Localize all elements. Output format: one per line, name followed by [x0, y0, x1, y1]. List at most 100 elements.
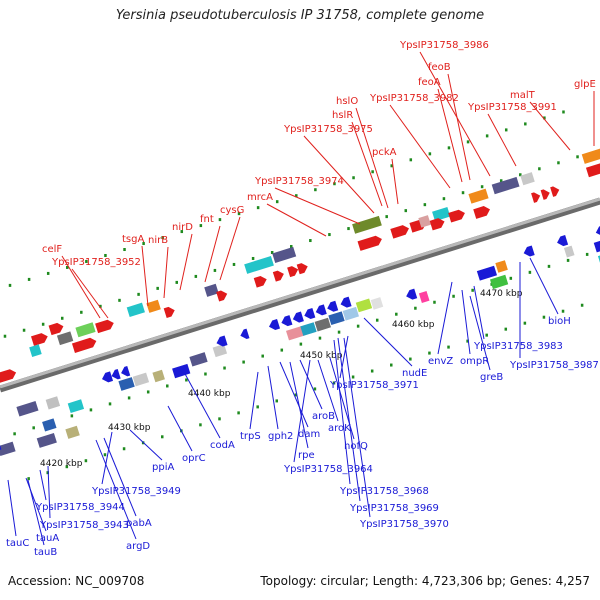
tick-dot	[204, 372, 207, 376]
gene-shape	[432, 206, 451, 222]
gene-label: tauB	[34, 547, 57, 558]
tick-dot	[332, 381, 336, 385]
map-title: Yersinia pseudotuberculosis IP 31758, co…	[115, 8, 485, 23]
gene-block	[29, 344, 42, 357]
leader-line	[167, 405, 193, 452]
tick-dot	[333, 182, 336, 186]
gene-shape	[473, 206, 490, 219]
gene-block	[56, 331, 74, 346]
gene-label: pabA	[126, 518, 152, 529]
tick-dot	[103, 453, 107, 457]
leader-line	[293, 359, 311, 463]
gene-block	[314, 317, 331, 332]
tick-dot	[390, 164, 393, 168]
gene-block	[287, 266, 299, 278]
tick-dot	[104, 253, 107, 257]
leader-line	[179, 233, 193, 291]
gene-label: trpS	[240, 431, 261, 442]
gene-block	[111, 368, 121, 380]
tick-dot	[166, 384, 169, 388]
gene-block	[118, 377, 135, 391]
gene-shape	[132, 372, 150, 387]
tick-dot	[275, 399, 279, 403]
gene-shape	[286, 326, 305, 341]
tick-dot	[213, 268, 217, 272]
tick-dot	[218, 218, 222, 222]
tick-dot	[122, 447, 126, 451]
gene-block	[418, 215, 431, 228]
gene-label: cysG	[220, 205, 244, 216]
gene-label: pckA	[372, 147, 397, 158]
gene-shape	[118, 377, 135, 391]
gene-shape	[520, 172, 535, 186]
tick-dot	[557, 161, 560, 165]
tick-dot	[576, 155, 579, 159]
gene-label: fnt	[200, 214, 214, 225]
leader-line	[391, 158, 399, 205]
tick-dot	[161, 236, 164, 240]
gene-shape	[48, 322, 64, 336]
gene-shape	[448, 209, 465, 223]
tick-dot	[127, 396, 131, 400]
gene-shape	[300, 322, 317, 336]
gene-block	[476, 265, 498, 281]
gene-label: YpsIP31758_3983	[473, 341, 563, 352]
tick-dot	[156, 286, 159, 290]
gene-shape	[563, 245, 575, 258]
axis-tick-label: 4420 kbp	[40, 459, 83, 469]
gene-shape	[327, 300, 339, 312]
gene-block	[406, 288, 418, 300]
gene-shape	[95, 319, 114, 334]
gene-block	[65, 425, 80, 439]
gene-shape	[111, 368, 121, 380]
gene-shape	[476, 265, 498, 281]
gene-shape	[36, 432, 57, 448]
gene-shape	[585, 162, 600, 178]
leader-line	[267, 365, 279, 430]
tick-dot	[194, 274, 198, 278]
gene-block	[557, 235, 569, 247]
gene-label: YpsIP31758_3975	[283, 124, 373, 135]
tick-dot	[27, 277, 31, 281]
gene-shape	[418, 291, 430, 303]
leader-line	[529, 257, 559, 315]
gene-block	[531, 192, 541, 203]
tick-dot	[509, 276, 513, 280]
gene-shape	[272, 270, 284, 282]
tick-dot	[466, 140, 470, 144]
tick-dot	[351, 375, 355, 379]
tick-dot	[123, 248, 126, 252]
axis-tick-label: 4450 kbp	[300, 351, 343, 361]
gene-block	[390, 225, 409, 239]
gene-block	[216, 290, 228, 302]
gene-block	[272, 270, 284, 282]
tick-dot	[313, 387, 317, 391]
gene-shape	[146, 299, 161, 313]
gene-block	[0, 441, 16, 457]
gene-block	[286, 326, 305, 341]
gene-block	[268, 319, 281, 331]
gene-shape	[216, 335, 228, 347]
leader-line	[289, 361, 309, 449]
tick-dot	[295, 194, 298, 198]
leader-line	[473, 285, 485, 340]
gene-block	[563, 245, 575, 258]
tick-dot	[504, 327, 508, 331]
gene-block	[429, 218, 445, 231]
gene-label: mrcA	[247, 192, 273, 203]
tick-dot	[442, 197, 446, 201]
gene-label: hslR	[332, 110, 353, 121]
axis-tick-label: 4460 kbp	[392, 320, 435, 330]
gene-label: YpsIP31758_3974	[254, 176, 344, 187]
tick-dot	[175, 280, 178, 284]
gene-shape	[56, 331, 74, 346]
gene-shape	[468, 188, 489, 204]
tick-dot	[524, 122, 527, 126]
leader-line	[101, 431, 113, 485]
gene-label: ompR	[460, 356, 489, 367]
gene-label: tauC	[6, 538, 29, 549]
leader-line	[129, 429, 163, 461]
gene-label: nirD	[172, 222, 193, 233]
gene-shape	[296, 263, 308, 275]
tick-dot	[480, 185, 484, 189]
